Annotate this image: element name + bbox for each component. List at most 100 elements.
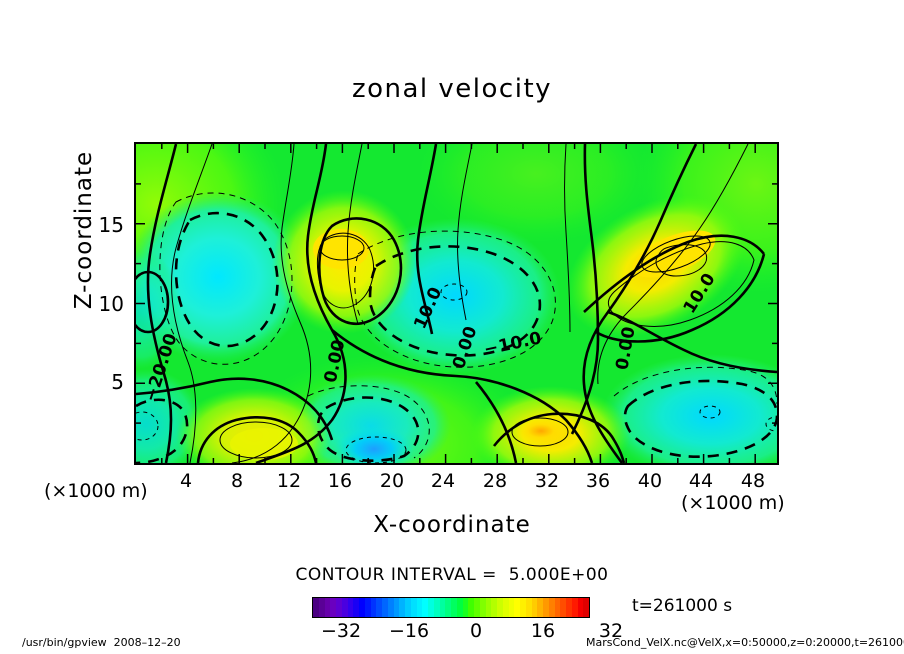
colorbar-segment-5: [341, 598, 348, 617]
contour-zero-3: [415, 144, 438, 335]
contour-thin-4: [456, 144, 473, 321]
colorbar-segment-36: [520, 598, 526, 617]
colorbar[interactable]: [312, 597, 590, 618]
contour-center-a: [440, 283, 468, 301]
x-tick-label-8: 8: [230, 470, 244, 492]
contour-thin-5: [564, 144, 571, 333]
contour-neg-10-a: [174, 211, 279, 348]
colorbar-segment-28: [474, 598, 480, 617]
colorbar-segment-8: [359, 598, 365, 617]
colorbar-segment-30: [485, 598, 492, 617]
contour-neg-10-c: [623, 379, 777, 458]
contour-zero-5b: [607, 310, 777, 374]
x-tick-label-32: 32: [534, 470, 560, 492]
colorbar-segment-24: [451, 598, 457, 617]
colorbar-segment-13: [387, 598, 394, 617]
colorbar-segment-38: [531, 598, 538, 617]
colorbar-segment-4: [336, 598, 342, 617]
colorbar-segment-35: [514, 598, 520, 617]
contour-center-b: [699, 405, 721, 419]
colorbar-segment-34: [508, 598, 515, 617]
contour-zero-1: [146, 144, 178, 463]
time-label: t=261000 s: [632, 596, 733, 616]
contour-zero-2b: [331, 328, 594, 463]
contour-thin-cool-b: [354, 230, 556, 368]
contour-center-c: [765, 416, 777, 432]
contour-center-f: [511, 417, 569, 447]
x-tick-label-40: 40: [637, 470, 663, 492]
colorbar-tick-minus16: −16: [388, 620, 430, 642]
contour-thin-cool-a: [159, 192, 293, 365]
colorbar-segment-16: [405, 598, 411, 617]
colorbar-tick-16: 16: [530, 620, 556, 642]
colorbar-segment-33: [502, 598, 509, 617]
contour-thin-2: [231, 144, 312, 463]
x-tick-label-28: 28: [482, 470, 508, 492]
colorbar-segment-12: [382, 598, 388, 617]
colorbar-segment-44: [566, 598, 572, 617]
contour-pos-10-b2: [595, 253, 766, 343]
colorbar-segment-18: [416, 598, 423, 617]
contour-pos-10-c: [196, 416, 318, 463]
plot-tick-marks: [136, 144, 777, 463]
colorbar-segment-14: [393, 598, 400, 617]
colorbar-segment-29: [479, 598, 486, 617]
colorbar-segment-46: [577, 598, 584, 617]
colorbar-segment-39: [537, 598, 543, 617]
x-tick-label-36: 36: [585, 470, 611, 492]
contour-lines: [136, 144, 777, 463]
x-tick-label-20: 20: [379, 470, 405, 492]
colorbar-segment-15: [399, 598, 405, 617]
x-axis-unit-right: (×1000 m): [681, 492, 785, 514]
colorbar-segment-47: [583, 598, 589, 617]
colorbar-segment-37: [525, 598, 532, 617]
left-ticks: [136, 183, 145, 424]
y-tick-label-10: 10: [98, 292, 124, 316]
contour-zero-4: [570, 144, 600, 435]
colorbar-segment-32: [497, 598, 503, 617]
x-axis-unit-left: (×1000 m): [44, 480, 148, 502]
x-axis-label: X-coordinate: [373, 512, 531, 538]
colorbar-segment-27: [468, 598, 474, 617]
contour-thin-cool-d: [307, 385, 430, 459]
x-tick-label-12: 12: [276, 470, 302, 492]
y-tick-label-15: 15: [98, 213, 124, 237]
colorbar-segment-25: [456, 598, 463, 617]
colorbar-tick-32: 32: [598, 620, 624, 642]
colorbar-segment-6: [347, 598, 354, 617]
contour-zero-7: [475, 381, 518, 463]
colorbar-segment-45: [571, 598, 578, 617]
colorbar-segment-19: [422, 598, 428, 617]
colorbar-tick-minus32: −32: [320, 620, 362, 642]
contour-thin-warm-b: [607, 241, 755, 327]
footer-command-info: /usr/bin/gpview 2008–12–20: [22, 636, 181, 649]
colorbar-segment-3: [330, 598, 336, 617]
colorbar-segment-23: [445, 598, 451, 617]
contour-plot-area[interactable]: −20.00 0.00 10.0 0.00 −10.0 0.00 10.0: [134, 142, 779, 465]
colorbar-segment-17: [410, 598, 417, 617]
colorbar-segment-7: [353, 598, 359, 617]
contour-center-g: [219, 421, 293, 459]
field-negative-cores: [136, 191, 777, 463]
contour-thin-6: [597, 144, 749, 385]
colorbar-segment-11: [376, 598, 382, 617]
contour-center-d: [319, 235, 365, 261]
contour-thin-3: [347, 144, 363, 325]
colorbar-segment-43: [560, 598, 566, 617]
colorbar-segment-0: [313, 598, 319, 617]
contour-thin-cool-c: [613, 366, 777, 405]
contour-pos-10-d: [492, 412, 626, 463]
colorbar-segment-10: [370, 598, 377, 617]
x-tick-label-44: 44: [688, 470, 714, 492]
contour-center-j: [136, 270, 170, 334]
colorbar-segment-26: [462, 598, 469, 617]
right-ticks: [768, 183, 777, 424]
footer-dataset-info: MarsCond_VelX.nc@VelX,x=0:50000,z=0:2000…: [586, 636, 904, 649]
colorbar-tick-zero: 0: [469, 620, 483, 642]
contour-pos-10-b: [583, 234, 766, 313]
top-ticks: [161, 144, 756, 153]
contour-neg-10-e: [136, 398, 189, 463]
contour-center-e: [641, 235, 711, 273]
colorbar-segment-22: [439, 598, 446, 617]
